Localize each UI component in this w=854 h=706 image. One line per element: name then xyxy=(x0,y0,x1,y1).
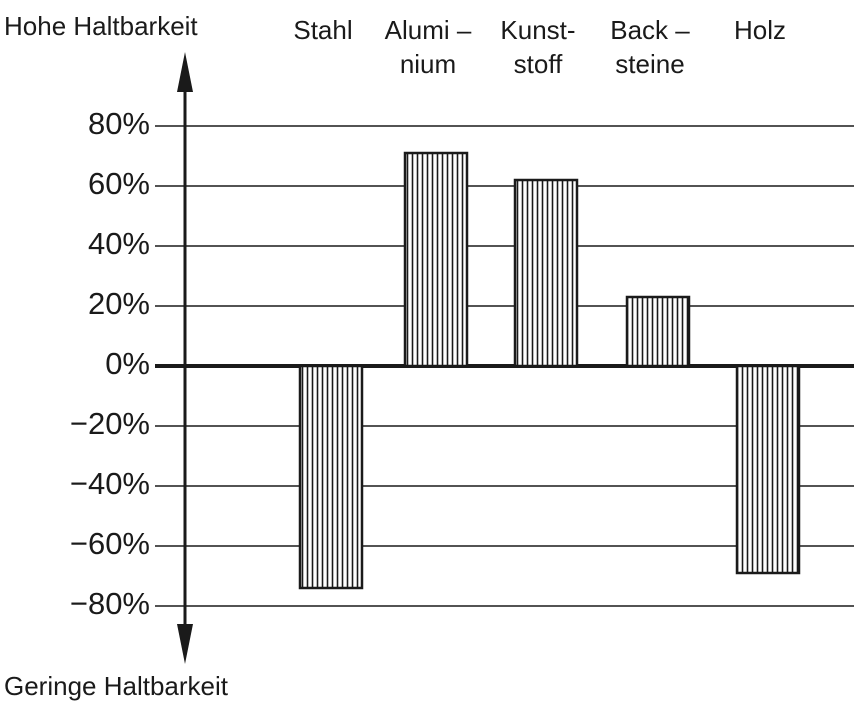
x-tick-label: stoff xyxy=(514,49,563,79)
y-tick-label: 60% xyxy=(88,166,150,201)
y-tick-label: −20% xyxy=(70,406,150,441)
bar xyxy=(735,364,801,575)
y-tick-label: −60% xyxy=(70,526,150,561)
x-tick-label: Stahl xyxy=(293,15,352,45)
bar xyxy=(513,178,579,368)
y-tick-label: −40% xyxy=(70,466,150,501)
bar xyxy=(298,364,364,590)
y-tick-label: 80% xyxy=(88,106,150,141)
y-tick-label: 40% xyxy=(88,226,150,261)
x-tick-label: Alumi – xyxy=(385,15,472,45)
bar xyxy=(625,295,691,368)
y-tick-label: 0% xyxy=(105,346,150,381)
x-tick-label: Back – xyxy=(610,15,690,45)
x-tick-label: steine xyxy=(615,49,684,79)
x-tick-label: Holz xyxy=(734,15,786,45)
x-tick-label: Kunst- xyxy=(500,15,575,45)
y-label-top: Hohe Haltbarkeit xyxy=(4,11,198,41)
x-tick-label: nium xyxy=(400,49,456,79)
y-tick-label: 20% xyxy=(88,286,150,321)
arrow-up xyxy=(177,52,193,92)
y-tick-label: −80% xyxy=(70,586,150,621)
bar xyxy=(403,151,469,368)
y-label-bottom: Geringe Haltbarkeit xyxy=(4,671,229,701)
arrow-down xyxy=(177,624,193,664)
